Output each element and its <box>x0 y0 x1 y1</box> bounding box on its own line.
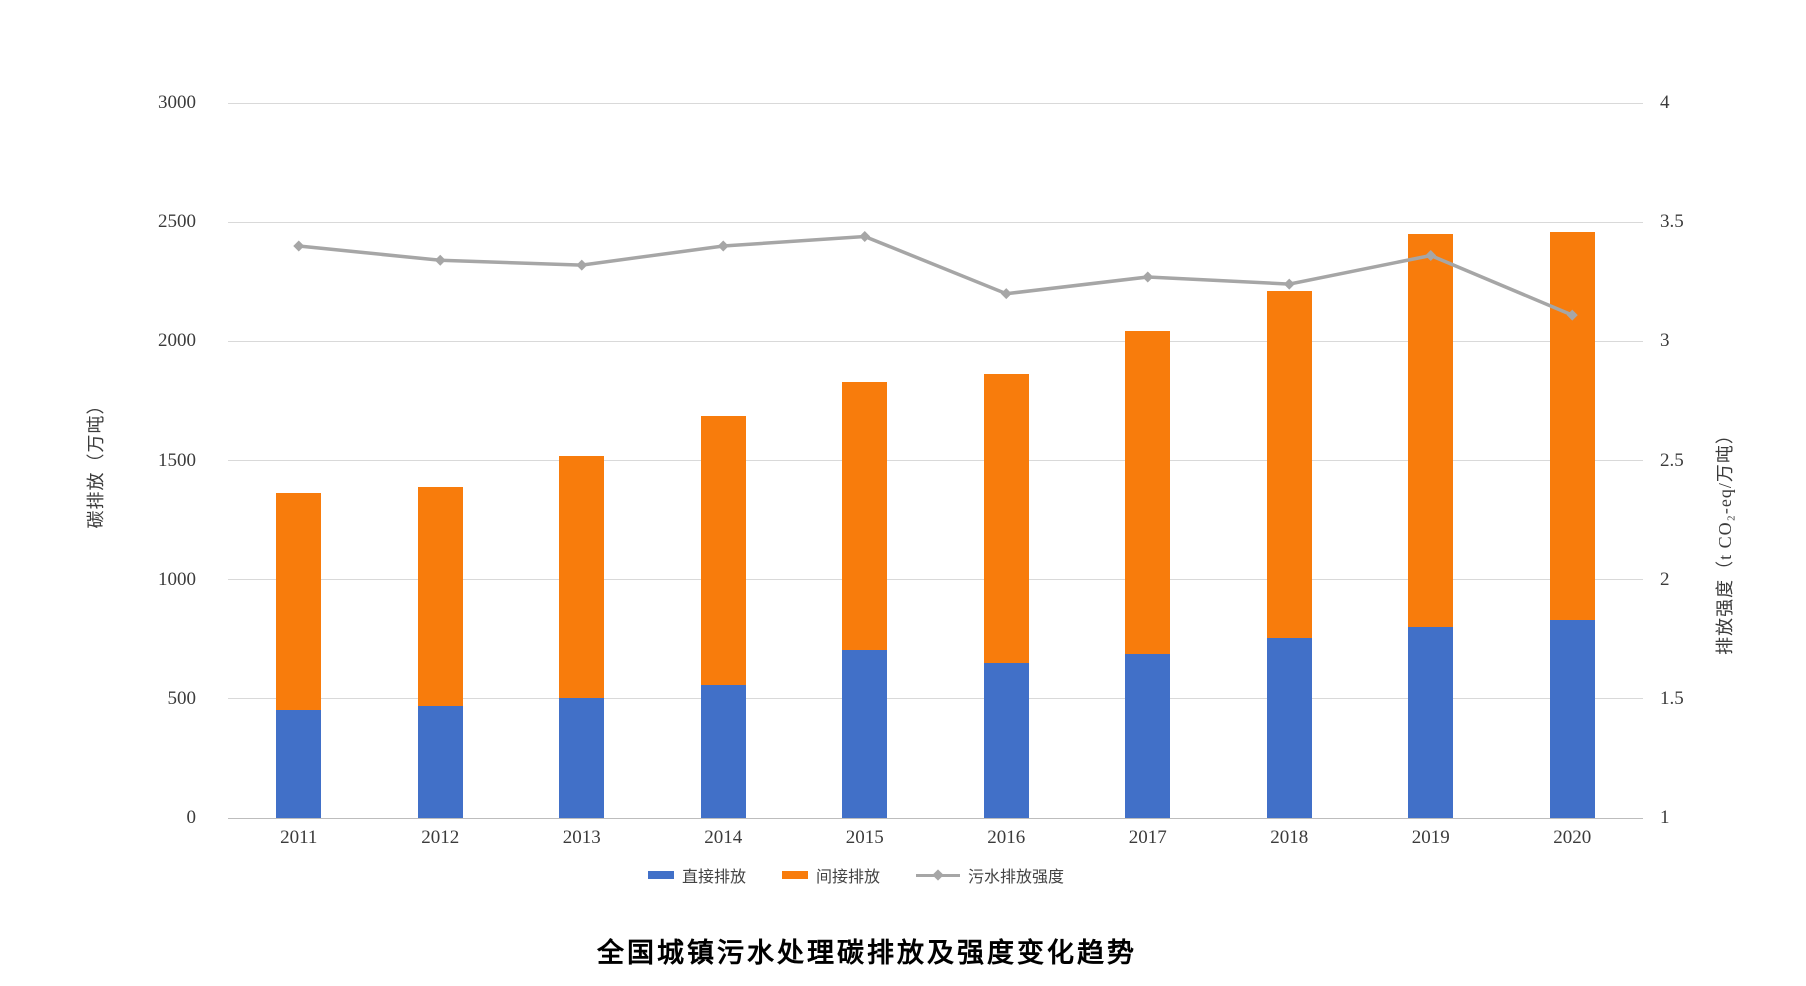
x-tick-label-2016: 2016 <box>987 827 1026 848</box>
intensity-point-2015 <box>859 230 871 242</box>
left-tick-label-1000: 1000 <box>158 568 196 590</box>
legend-swatch-1 <box>781 871 808 879</box>
left-tick-label-0: 0 <box>186 807 197 828</box>
gridline-500 <box>228 698 1643 700</box>
left-tick-label-2500: 2500 <box>158 211 196 233</box>
legend-item-direct: 直接排放 <box>647 863 746 887</box>
intensity-point-2016 <box>1000 288 1012 300</box>
indirect-bar-2011 <box>276 492 322 710</box>
direct-bar-2020 <box>1549 620 1595 818</box>
x-tick-label-2019: 2019 <box>1411 827 1450 848</box>
intensity-line-layer <box>293 230 1578 321</box>
gridline-0 <box>228 817 1643 819</box>
indirect-bar-2019 <box>1408 234 1454 628</box>
direct-bar-2013 <box>559 697 605 818</box>
x-tick-label-2015: 2015 <box>845 827 884 848</box>
legend-label-2: 污水排放强度 <box>968 869 1065 886</box>
intensity-line <box>298 234 1573 317</box>
x-tick-label-2017: 2017 <box>1128 827 1167 848</box>
indirect-bar-2018 <box>1266 291 1312 639</box>
gridline-2000 <box>228 340 1643 342</box>
indirect-bar-2020 <box>1549 231 1595 621</box>
chart-legend: 直接排放 间接排放 污水排放强度 <box>0 863 1712 887</box>
direct-bar-2011 <box>276 709 322 818</box>
left-tick-label-3000: 3000 <box>158 92 196 113</box>
indirect-bar-2015 <box>842 381 888 650</box>
gridline-1500 <box>228 460 1643 461</box>
legend-label-1: 间接排放 <box>815 869 880 886</box>
intensity-point-2012 <box>434 254 446 266</box>
x-tick-label-2013: 2013 <box>562 827 601 848</box>
intensity-point-2020 <box>1566 309 1578 321</box>
right-tick-label-1.5: 1.5 <box>1660 687 1684 709</box>
intensity-point-2018 <box>1283 278 1295 290</box>
right-tick-label-2.5: 2.5 <box>1660 449 1684 471</box>
legend-swatch-0 <box>647 871 674 879</box>
right-tick-label-2: 2 <box>1660 568 1670 590</box>
right-tick-label-4: 4 <box>1660 92 1670 113</box>
indirect-bar-2014 <box>700 416 746 685</box>
right-tick-label-1: 1 <box>1660 807 1670 828</box>
indirect-bar-2013 <box>559 455 605 698</box>
chart-title: 全国城镇污水处理碳排放及强度变化趋势 <box>597 938 1137 968</box>
indirect-bar-2017 <box>1125 330 1171 654</box>
direct-bar-2012 <box>417 705 463 818</box>
intensity-point-2014 <box>717 240 729 252</box>
left-tick-label-1500: 1500 <box>158 449 196 471</box>
direct-bar-2019 <box>1408 627 1454 818</box>
indirect-bar-2012 <box>417 486 463 706</box>
right-tick-label-3.5: 3.5 <box>1660 211 1684 233</box>
gridline-3000 <box>228 102 1643 104</box>
legend-item-intensity: 污水排放强度 <box>916 863 1064 887</box>
indirect-bar-2016 <box>983 373 1029 664</box>
legend-line-marker-icon <box>916 869 960 881</box>
x-tick-label-2020: 2020 <box>1553 827 1592 848</box>
direct-bar-2018 <box>1266 638 1312 818</box>
intensity-point-2019 <box>1425 250 1437 262</box>
x-tick-label-2012: 2012 <box>421 827 460 848</box>
gridline-2500 <box>228 221 1643 223</box>
x-tick-label-2014: 2014 <box>704 827 743 848</box>
intensity-point-2017 <box>1142 271 1154 283</box>
direct-bar-2014 <box>700 684 746 818</box>
gridline-1000 <box>228 579 1643 581</box>
intensity-point-2013 <box>576 259 588 271</box>
right-tick-label-3: 3 <box>1660 330 1670 352</box>
x-tick-label-2011: 2011 <box>280 827 318 848</box>
left-tick-label-2000: 2000 <box>158 330 196 352</box>
legend-label-0: 直接排放 <box>681 869 746 886</box>
direct-bar-2017 <box>1125 653 1171 818</box>
plot-area <box>228 102 1643 819</box>
legend-diamond-icon <box>932 869 944 881</box>
legend-item-indirect: 间接排放 <box>781 863 880 887</box>
left-tick-label-500: 500 <box>167 687 197 709</box>
direct-bar-2016 <box>983 663 1029 818</box>
intensity-point-2011 <box>293 240 305 252</box>
direct-bar-2015 <box>842 649 888 818</box>
x-tick-label-2018: 2018 <box>1270 827 1309 848</box>
